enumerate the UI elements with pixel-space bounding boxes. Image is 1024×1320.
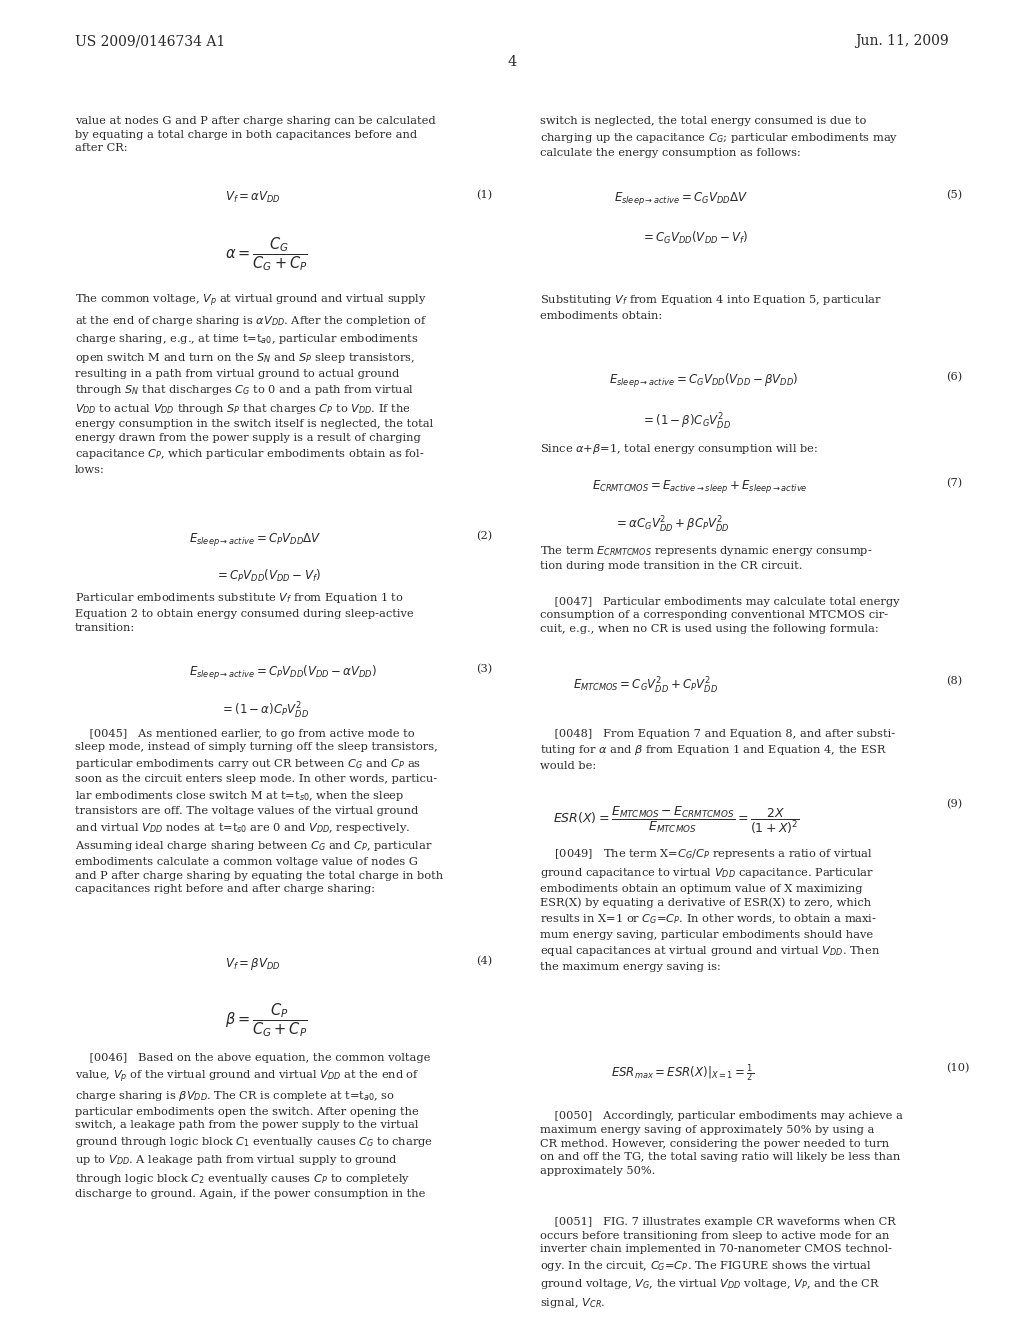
Text: (4): (4) (476, 956, 493, 966)
Text: [0051]   FIG. 7 illustrates example CR waveforms when CR
occurs before transitio: [0051] FIG. 7 illustrates example CR wav… (540, 1217, 895, 1309)
Text: $= (1 - \alpha)C_P V_{DD}^2$: $= (1 - \alpha)C_P V_{DD}^2$ (220, 701, 309, 721)
Text: (8): (8) (946, 676, 963, 686)
Text: (5): (5) (946, 190, 963, 201)
Text: [0047]   Particular embodiments may calculate total energy
consumption of a corr: [0047] Particular embodiments may calcul… (540, 597, 899, 634)
Text: $E_{sleep \rightarrow active} = C_G V_{DD} \Delta V$: $E_{sleep \rightarrow active} = C_G V_{D… (614, 190, 749, 207)
Text: $= (1 - \beta)C_G V_{DD}^2$: $= (1 - \beta)C_G V_{DD}^2$ (641, 412, 731, 432)
Text: value at nodes G and P after charge sharing can be calculated
by equating a tota: value at nodes G and P after charge shar… (75, 116, 435, 153)
Text: switch is neglected, the total energy consumed is due to
charging up the capacit: switch is neglected, the total energy co… (540, 116, 898, 158)
Text: (3): (3) (476, 664, 493, 675)
Text: Since $\alpha$+$\beta$=1, total energy consumption will be:: Since $\alpha$+$\beta$=1, total energy c… (540, 442, 818, 457)
Text: US 2009/0146734 A1: US 2009/0146734 A1 (75, 34, 225, 49)
Text: Substituting $V_f$ from Equation 4 into Equation 5, particular
embodiments obtai: Substituting $V_f$ from Equation 4 into … (540, 293, 882, 321)
Text: Particular embodiments substitute $V_f$ from Equation 1 to
Equation 2 to obtain : Particular embodiments substitute $V_f$ … (75, 591, 414, 632)
Text: $= C_P V_{DD}(V_{DD} - V_f)$: $= C_P V_{DD}(V_{DD} - V_f)$ (215, 568, 321, 583)
Text: The common voltage, $V_p$ at virtual ground and virtual supply
at the end of cha: The common voltage, $V_p$ at virtual gro… (75, 293, 433, 475)
Text: [0049]   The term X=$C_G$/$C_P$ represents a ratio of virtual
ground capacitance: [0049] The term X=$C_G$/$C_P$ represents… (540, 847, 880, 972)
Text: $V_f = \beta V_{DD}$: $V_f = \beta V_{DD}$ (225, 956, 281, 972)
Text: $= \alpha C_G V_{DD}^2 + \beta C_P V_{DD}^2$: $= \alpha C_G V_{DD}^2 + \beta C_P V_{DD… (614, 515, 730, 535)
Text: $V_f = \alpha V_{DD}$: $V_f = \alpha V_{DD}$ (225, 190, 281, 205)
Text: (1): (1) (476, 190, 493, 201)
Text: $E_{CRMTCMOS} = E_{active \rightarrow sleep} + E_{sleep \rightarrow active}$: $E_{CRMTCMOS} = E_{active \rightarrow sl… (592, 478, 808, 495)
Text: $\alpha = \dfrac{C_G}{C_G + C_P}$: $\alpha = \dfrac{C_G}{C_G + C_P}$ (225, 235, 308, 273)
Text: $ESR_{max} = ESR(X)|_{X=1} = \frac{1}{2}$: $ESR_{max} = ESR(X)|_{X=1} = \frac{1}{2}… (611, 1063, 755, 1084)
Text: $ESR(X) = \dfrac{E_{MTCMOS} - E_{CRMTCMOS}}{E_{MTCMOS}} = \dfrac{2X}{(1 + X)^2}$: $ESR(X) = \dfrac{E_{MTCMOS} - E_{CRMTCMO… (553, 805, 800, 837)
Text: Jun. 11, 2009: Jun. 11, 2009 (856, 34, 949, 49)
Text: (2): (2) (476, 531, 493, 541)
Text: $E_{sleep \rightarrow active} = C_P V_{DD} \Delta V$: $E_{sleep \rightarrow active} = C_P V_{D… (189, 531, 322, 548)
Text: The term $E_{CRMTCMOS}$ represents dynamic energy consump-
tion during mode tran: The term $E_{CRMTCMOS}$ represents dynam… (540, 544, 872, 572)
Text: $E_{MTCMOS} = C_G V_{DD}^2 + C_P V_{DD}^2$: $E_{MTCMOS} = C_G V_{DD}^2 + C_P V_{DD}^… (573, 676, 719, 696)
Text: (6): (6) (946, 372, 963, 383)
Text: $= C_G V_{DD}(V_{DD} - V_f)$: $= C_G V_{DD}(V_{DD} - V_f)$ (641, 230, 749, 246)
Text: [0048]   From Equation 7 and Equation 8, and after substi-
tuting for $\alpha$ a: [0048] From Equation 7 and Equation 8, a… (540, 729, 895, 771)
Text: (7): (7) (946, 478, 963, 488)
Text: (10): (10) (946, 1063, 970, 1073)
Text: $E_{sleep \rightarrow active} = C_P V_{DD}(V_{DD} - \alpha V_{DD})$: $E_{sleep \rightarrow active} = C_P V_{D… (189, 664, 378, 682)
Text: $E_{sleep \rightarrow active} = C_G V_{DD}(V_{DD} - \beta V_{DD})$: $E_{sleep \rightarrow active} = C_G V_{D… (609, 372, 799, 391)
Text: [0045]   As mentioned earlier, to go from active mode to
sleep mode, instead of : [0045] As mentioned earlier, to go from … (75, 729, 442, 894)
Text: $\beta = \dfrac{C_P}{C_G + C_P}$: $\beta = \dfrac{C_P}{C_G + C_P}$ (225, 1001, 308, 1039)
Text: (9): (9) (946, 799, 963, 809)
Text: [0050]   Accordingly, particular embodiments may achieve a
maximum energy saving: [0050] Accordingly, particular embodimen… (540, 1111, 902, 1176)
Text: 4: 4 (507, 55, 517, 70)
Text: [0046]   Based on the above equation, the common voltage
value, $V_p$ of the vir: [0046] Based on the above equation, the … (75, 1053, 433, 1200)
